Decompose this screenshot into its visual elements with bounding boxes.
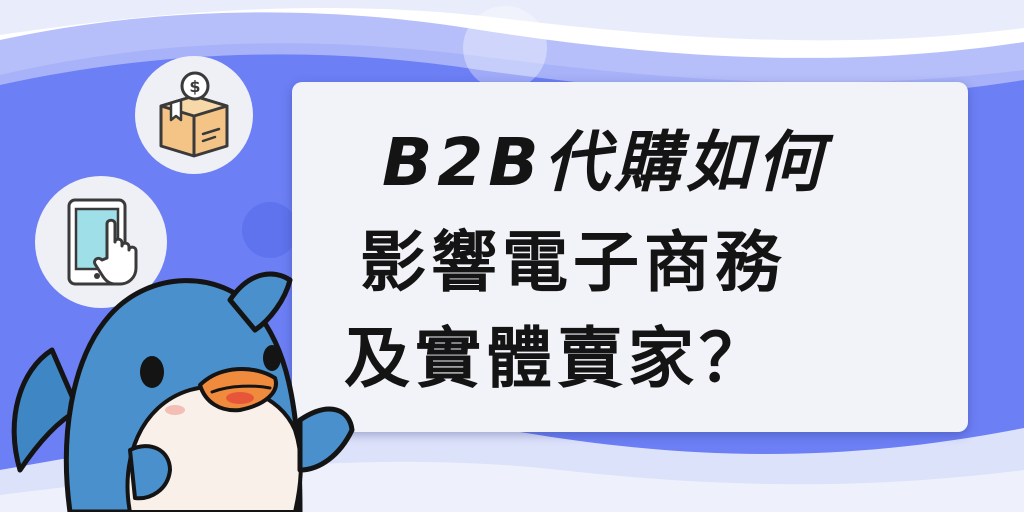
package-icon-circle: $ bbox=[135, 56, 253, 174]
title-line-2: 影響電子商務 bbox=[360, 224, 786, 301]
title-line-1: B2B代購如何 bbox=[382, 124, 828, 201]
title-line-3: 及實體賣家？ bbox=[344, 320, 770, 397]
title-card: B2B代購如何 影響電子商務 及實體賣家？ bbox=[292, 82, 968, 432]
svg-text:$: $ bbox=[189, 77, 200, 96]
package-dollar-icon: $ bbox=[159, 71, 229, 158]
tablet-icon-circle bbox=[35, 176, 167, 308]
tablet-tap-icon bbox=[67, 198, 138, 286]
